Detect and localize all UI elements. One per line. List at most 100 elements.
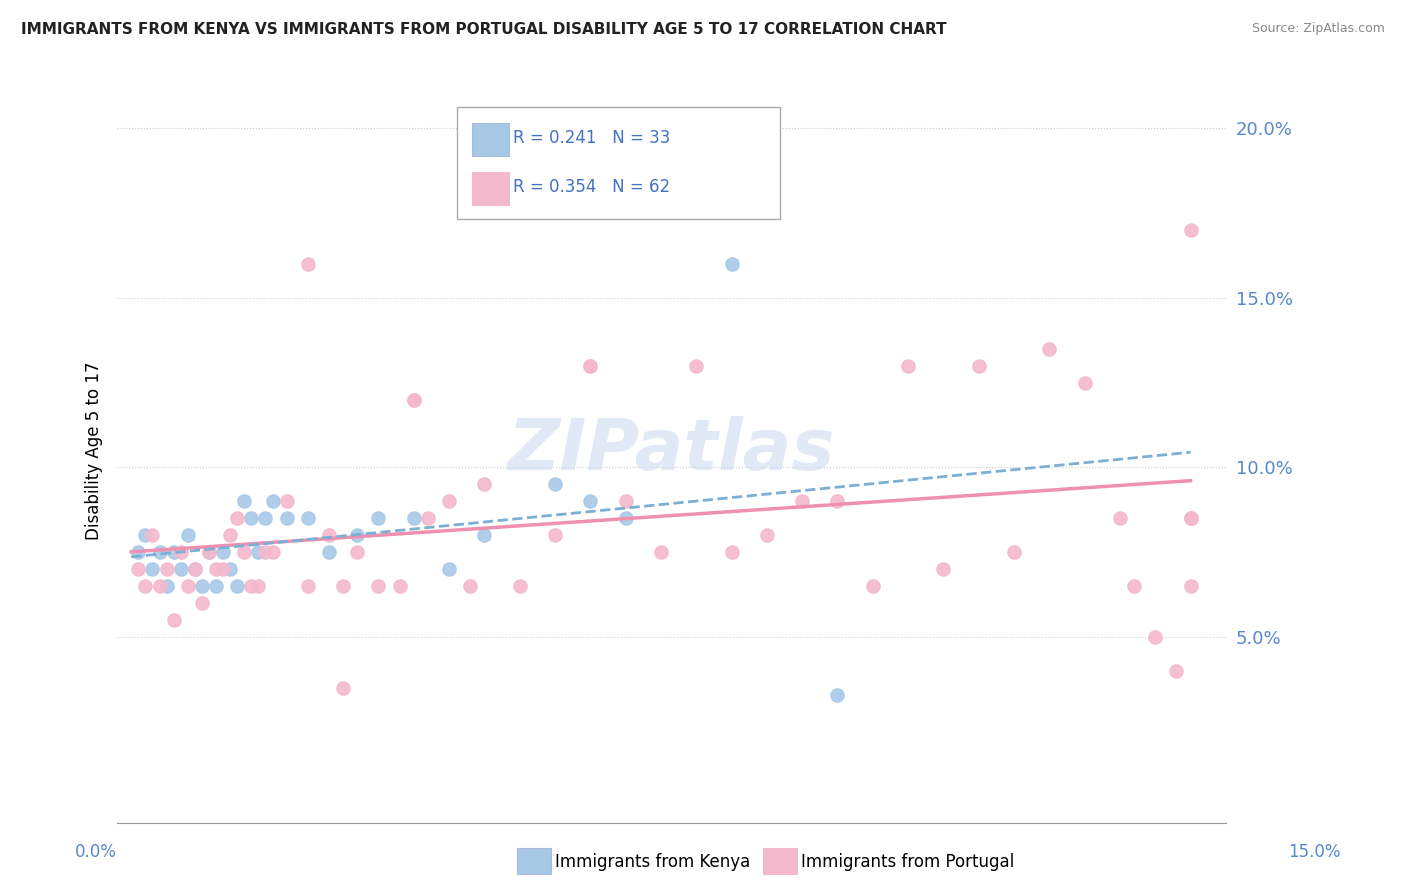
Point xyxy=(792,494,814,508)
Point xyxy=(198,545,221,559)
Point xyxy=(163,613,186,627)
Point xyxy=(332,681,354,695)
Point xyxy=(247,545,270,559)
Point xyxy=(827,494,849,508)
Point xyxy=(437,562,460,576)
Point xyxy=(1180,223,1202,237)
Point xyxy=(276,511,298,525)
Point xyxy=(1123,579,1146,593)
Text: 15.0%: 15.0% xyxy=(1288,843,1341,861)
Point xyxy=(177,528,200,542)
Point xyxy=(720,257,742,271)
Point xyxy=(240,579,263,593)
Point xyxy=(191,579,214,593)
Point xyxy=(226,511,249,525)
Point xyxy=(212,545,235,559)
Point xyxy=(1180,511,1202,525)
Point xyxy=(134,579,156,593)
Point xyxy=(967,359,990,373)
Point xyxy=(827,688,849,702)
Point xyxy=(297,579,319,593)
Point xyxy=(219,562,242,576)
Point xyxy=(127,545,149,559)
Point xyxy=(1180,511,1202,525)
Point xyxy=(650,545,672,559)
Point xyxy=(233,494,256,508)
Point xyxy=(614,511,637,525)
Text: IMMIGRANTS FROM KENYA VS IMMIGRANTS FROM PORTUGAL DISABILITY AGE 5 TO 17 CORRELA: IMMIGRANTS FROM KENYA VS IMMIGRANTS FROM… xyxy=(21,22,946,37)
Point xyxy=(262,545,284,559)
Point xyxy=(416,511,439,525)
Point xyxy=(388,579,411,593)
Point xyxy=(1166,664,1188,678)
Point xyxy=(402,511,425,525)
Point xyxy=(579,359,602,373)
Point xyxy=(127,562,149,576)
Point xyxy=(134,528,156,542)
Point xyxy=(148,545,170,559)
Point xyxy=(614,494,637,508)
Point xyxy=(897,359,920,373)
Point xyxy=(685,359,707,373)
Point xyxy=(170,545,193,559)
Point xyxy=(332,579,354,593)
Point xyxy=(297,257,319,271)
Point xyxy=(720,545,742,559)
Point xyxy=(1002,545,1025,559)
Point xyxy=(1038,342,1060,356)
Point xyxy=(474,528,496,542)
Point xyxy=(346,545,368,559)
Point xyxy=(297,511,319,525)
Point xyxy=(254,545,277,559)
Point xyxy=(212,562,235,576)
Point xyxy=(544,528,567,542)
Text: 0.0%: 0.0% xyxy=(75,843,117,861)
Point xyxy=(254,511,277,525)
Point xyxy=(1180,579,1202,593)
Y-axis label: Disability Age 5 to 17: Disability Age 5 to 17 xyxy=(86,361,103,540)
Text: Immigrants from Portugal: Immigrants from Portugal xyxy=(801,853,1015,871)
Point xyxy=(163,545,186,559)
Text: Source: ZipAtlas.com: Source: ZipAtlas.com xyxy=(1251,22,1385,36)
Point xyxy=(262,494,284,508)
Point xyxy=(1109,511,1132,525)
Point xyxy=(318,528,340,542)
Point xyxy=(579,494,602,508)
Point xyxy=(1073,376,1095,390)
Point xyxy=(247,579,270,593)
Text: R = 0.354   N = 62: R = 0.354 N = 62 xyxy=(513,178,671,196)
Point xyxy=(755,528,778,542)
Text: Immigrants from Kenya: Immigrants from Kenya xyxy=(555,853,751,871)
Point xyxy=(544,477,567,491)
Point xyxy=(862,579,884,593)
Point xyxy=(177,579,200,593)
Point xyxy=(141,528,163,542)
Point xyxy=(458,579,481,593)
Point xyxy=(184,562,207,576)
Point xyxy=(1180,511,1202,525)
Point xyxy=(474,477,496,491)
Point xyxy=(233,545,256,559)
Text: ZIPatlas: ZIPatlas xyxy=(508,416,835,485)
Point xyxy=(156,579,179,593)
Text: R = 0.241   N = 33: R = 0.241 N = 33 xyxy=(513,129,671,147)
Point xyxy=(184,562,207,576)
Point xyxy=(402,392,425,407)
Point xyxy=(932,562,955,576)
Point xyxy=(156,562,179,576)
Point xyxy=(346,528,368,542)
Point xyxy=(226,579,249,593)
Point xyxy=(198,545,221,559)
Point xyxy=(367,511,389,525)
Point xyxy=(509,579,531,593)
Point xyxy=(191,596,214,610)
Point xyxy=(367,579,389,593)
Point xyxy=(205,579,228,593)
Point xyxy=(1144,630,1167,644)
Point xyxy=(141,562,163,576)
Point xyxy=(219,528,242,542)
Point xyxy=(148,579,170,593)
Point xyxy=(276,494,298,508)
Point xyxy=(318,545,340,559)
Point xyxy=(240,511,263,525)
